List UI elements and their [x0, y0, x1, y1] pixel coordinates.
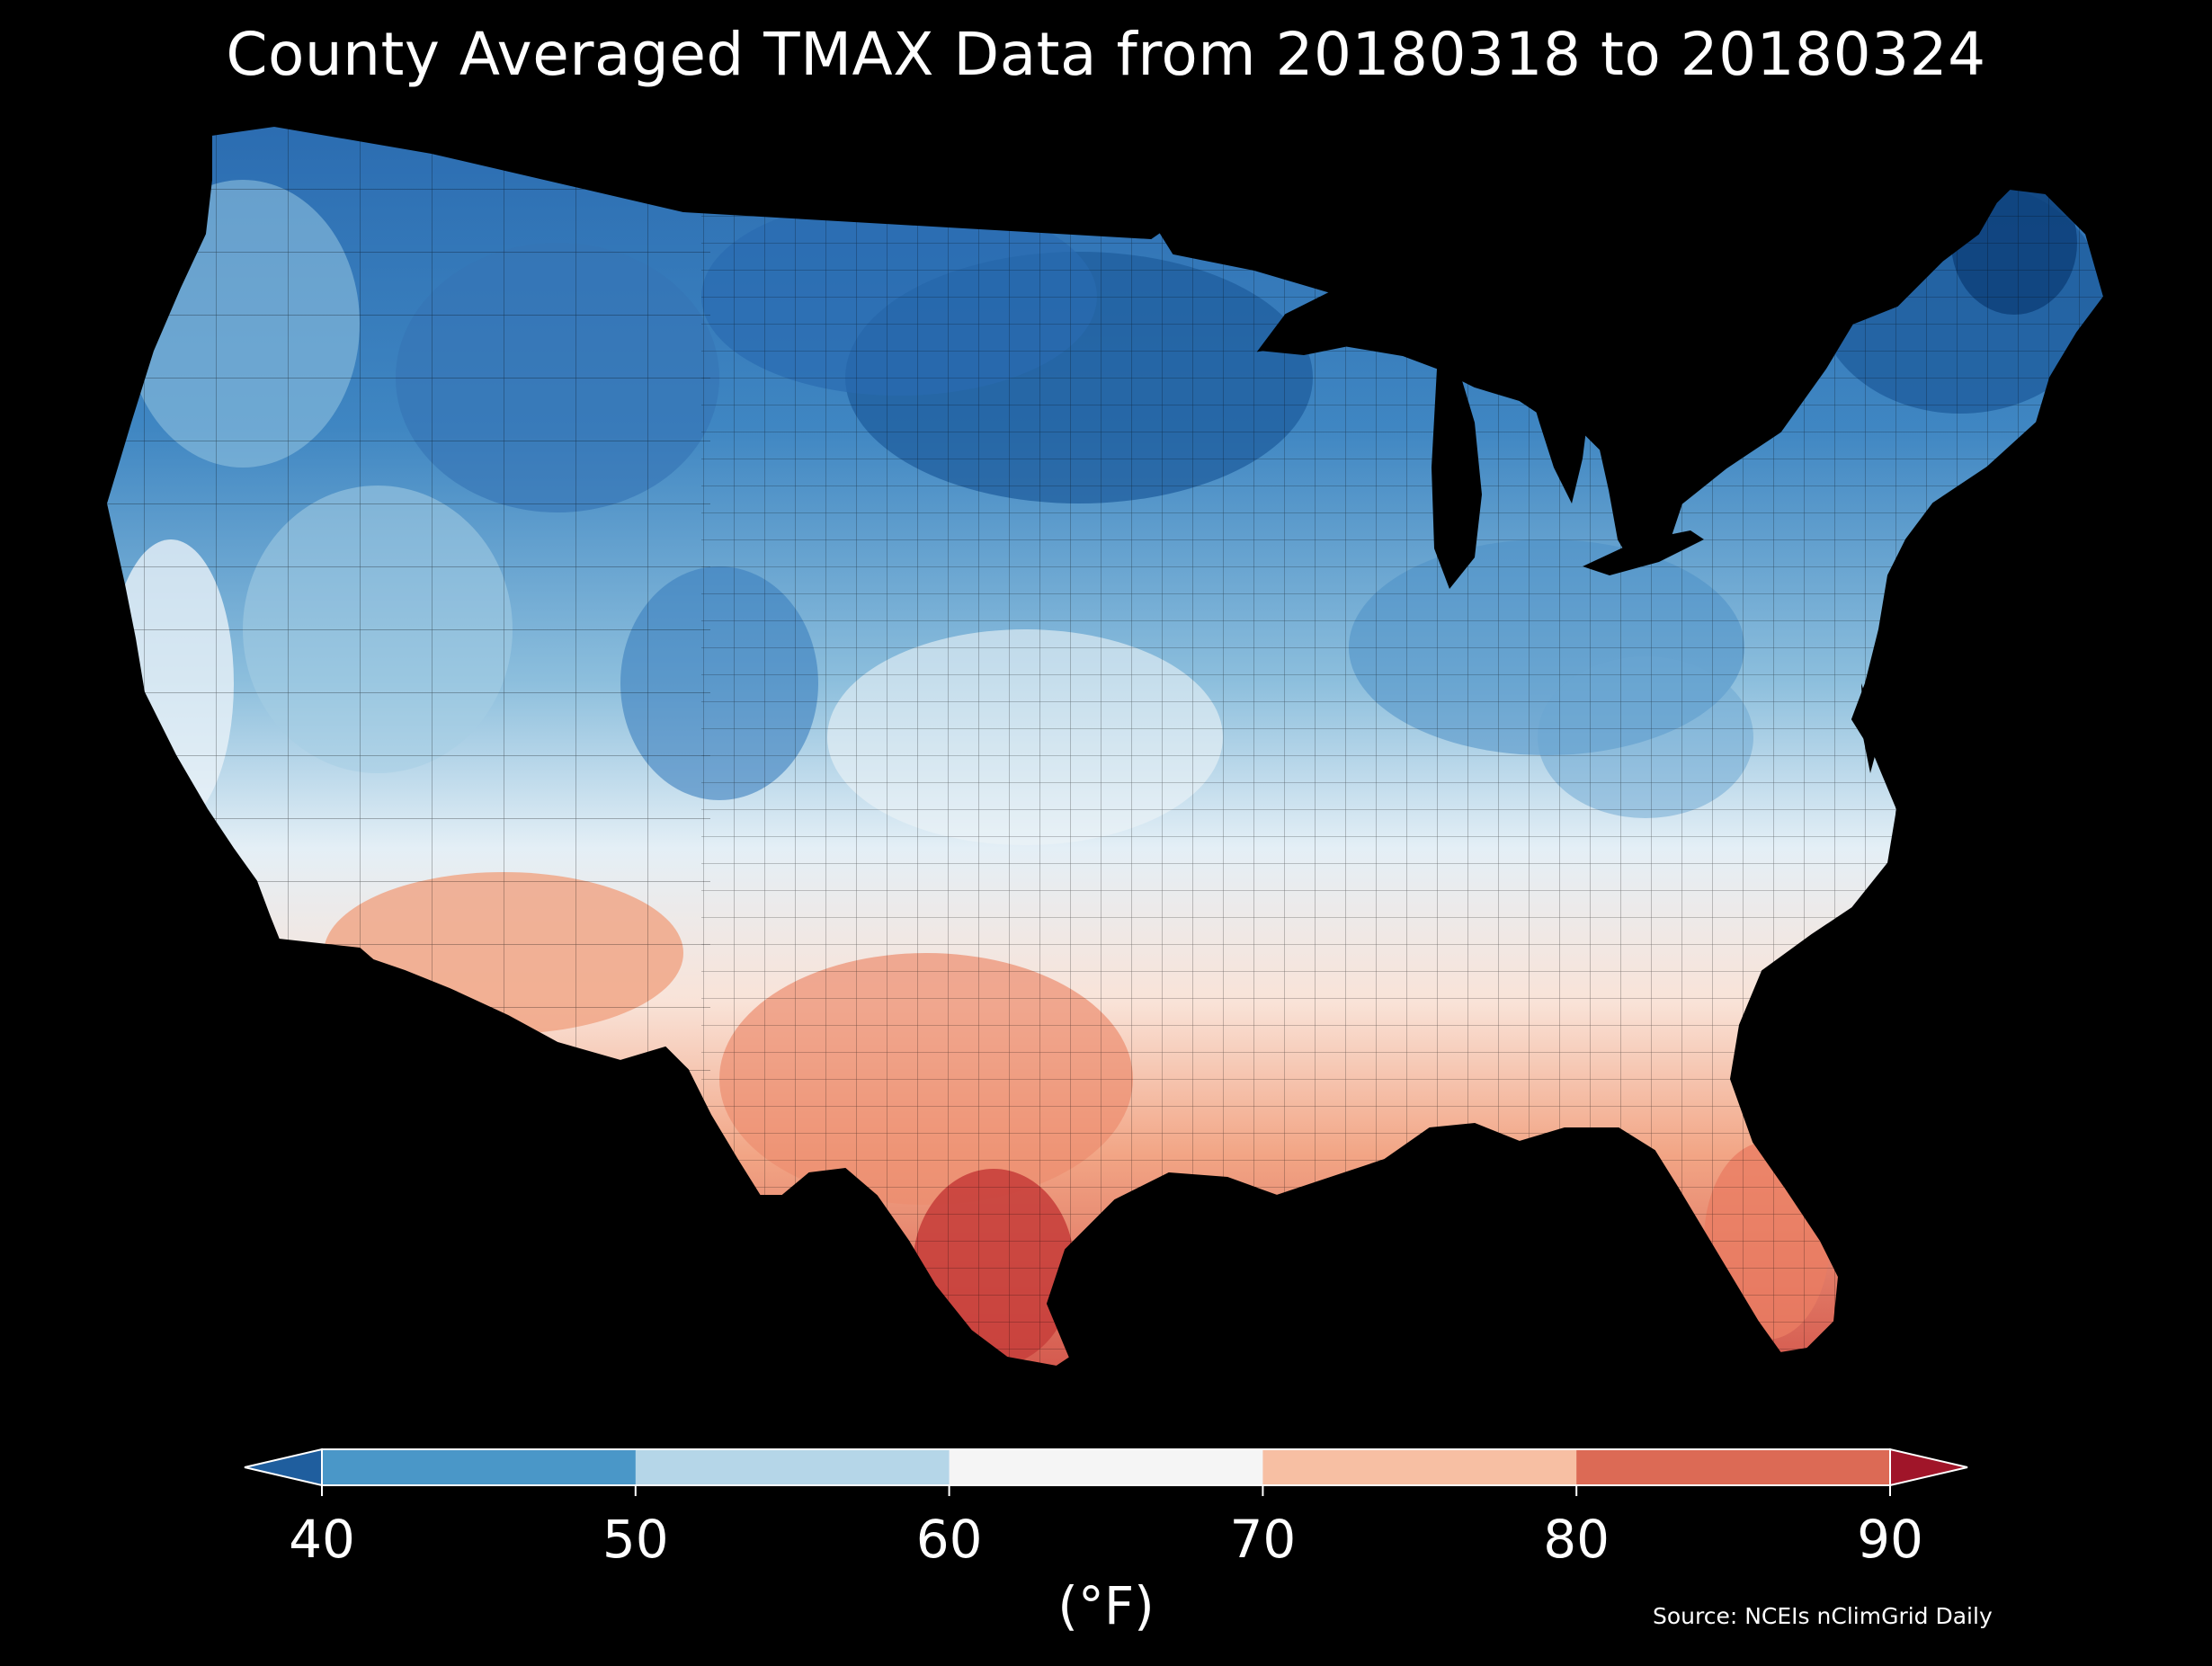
colorbar-tick-label: 60 — [915, 1509, 983, 1570]
chesapeake-bay — [1861, 683, 1878, 773]
lake-michigan — [1432, 369, 1482, 589]
colorbar-tick-label: 90 — [1857, 1509, 1923, 1570]
colorbar-segment-0 — [322, 1449, 637, 1485]
colorbar-tick-label: 50 — [602, 1509, 669, 1570]
colorbar-segment-2 — [949, 1449, 1263, 1485]
map-title: County Averaged TMAX Data from 20180318 … — [226, 20, 1986, 89]
lake-erie — [1583, 530, 1704, 575]
colorbar-segment-4 — [1576, 1449, 1891, 1485]
source-credit: Source: NCEIs nClimGrid Daily — [1653, 1603, 1993, 1629]
colorbar-under-extension — [244, 1448, 323, 1487]
colorbar-frame — [321, 1448, 1891, 1486]
colorbar-segment-3 — [1262, 1449, 1577, 1485]
colorbar-segment-1 — [635, 1449, 950, 1485]
colorbar-tick-label: 80 — [1543, 1509, 1610, 1570]
colorbar-tick-label: 70 — [1229, 1509, 1297, 1570]
colorbar-tick-label: 40 — [289, 1509, 355, 1570]
colorbar-units-label: (°F) — [1057, 1575, 1155, 1636]
colorbar-over-extension — [1889, 1448, 1968, 1487]
